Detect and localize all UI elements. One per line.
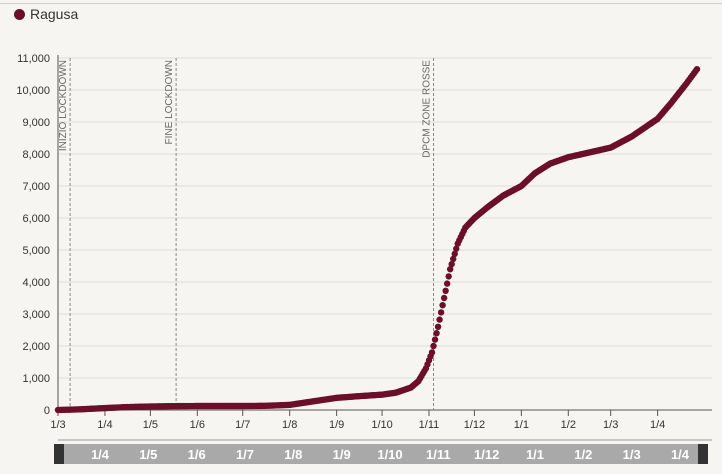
x-tick-label: 1/3 [603,419,618,431]
navigator-label: 1/6 [188,447,206,462]
data-point [442,287,449,294]
data-point [443,280,451,287]
y-tick-label: 2,000 [22,341,50,353]
y-tick-label: 5,000 [22,245,50,257]
data-point [437,309,445,316]
data-point [428,349,436,356]
data-point [431,336,439,343]
navigator-label: 1/11 [426,447,451,462]
navigator-label: 1/12 [474,447,499,462]
y-tick-label: 6,000 [22,213,50,225]
data-point [439,302,446,309]
navigator-label: 1/3 [623,447,641,462]
x-tick-label: 1/6 [190,419,205,431]
y-tick-label: 0 [44,405,50,417]
data-point [430,342,437,350]
x-tick-label: 1/2 [561,419,576,431]
data-point [451,250,458,258]
navigator-bar [54,444,708,464]
data-point [440,294,448,302]
y-tick-label: 8,000 [22,149,50,161]
navigator-handle-right[interactable] [698,444,708,464]
x-tick-label: 1/4 [650,419,665,431]
annotation-label: INIZIO LOCKDOWN [58,60,69,151]
x-tick-label: 1/9 [329,419,344,431]
y-tick-label: 10,000 [16,85,50,97]
x-tick-label: 1/11 [419,419,440,431]
x-tick-label: 1/1 [514,419,529,431]
data-point [450,255,457,263]
y-tick-label: 3,000 [22,309,50,321]
x-tick-label: 1/5 [143,419,158,431]
x-tick-label: 1/12 [464,419,485,431]
data-point [434,323,442,330]
data-point [436,316,443,323]
legend-marker [14,8,25,20]
navigator-label: 1/4 [91,447,110,462]
data-point [453,245,460,252]
navigator-label: 1/8 [284,447,302,462]
data-point [448,260,455,268]
navigator-label: 1/5 [139,447,157,462]
x-tick-label: 1/7 [235,419,250,431]
data-point [445,273,452,280]
x-tick-label: 1/4 [97,419,112,431]
navigator-label: 1/9 [333,447,351,462]
x-tick-label: 1/8 [282,419,297,431]
navigator-label: 1/10 [377,447,402,462]
y-tick-label: 7,000 [22,181,50,193]
data-point [433,330,440,337]
navigator-label: 1/4 [671,447,690,462]
navigator-handle-left[interactable] [54,444,64,464]
y-tick-label: 11,000 [17,53,50,65]
y-tick-label: 1,000 [22,373,50,385]
annotation-label: DPCM ZONE ROSSE [422,60,433,158]
navigator-label: 1/7 [236,447,254,462]
legend-label: Ragusa [30,6,79,22]
top-divider [0,3,722,4]
data-point [446,266,454,273]
navigator-label: 1/1 [526,447,544,462]
x-tick-label: 1/10 [371,419,392,431]
x-tick-label: 1/3 [50,419,65,431]
y-tick-label: 4,000 [22,277,50,289]
y-tick-label: 9,000 [22,117,50,129]
legend-item-ragusa[interactable]: Ragusa [14,6,78,22]
data-point [693,66,701,73]
annotation-label: FINE LOCKDOWN [164,60,175,144]
navigator-label: 1/2 [574,447,592,462]
